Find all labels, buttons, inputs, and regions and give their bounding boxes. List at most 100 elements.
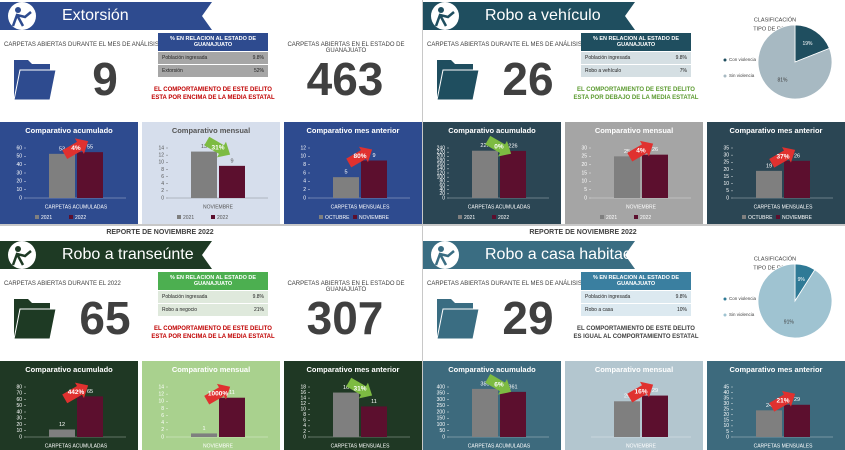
y-tick-label: 10 — [300, 154, 306, 160]
bar-value-label: 53 — [59, 146, 65, 152]
legend-swatch — [69, 215, 73, 219]
chart-title: Comparativo acumulado — [448, 365, 536, 374]
y-tick-label: 100 — [437, 422, 446, 428]
panel-graphics: REPORTE DE NOVIEMBRE 2022 Robo a casa hab… — [423, 229, 833, 340]
legend-label: NOVIEMBRE — [782, 215, 813, 221]
table-cell: Población ingresada — [162, 55, 208, 61]
bar — [642, 154, 668, 198]
bar-value-label: 13 — [201, 144, 207, 150]
header-icon-body — [434, 250, 455, 266]
bar — [219, 165, 245, 198]
bar — [361, 160, 387, 198]
table-row: Población ingresada 9.8% — [581, 51, 691, 64]
change-label: 442% — [68, 389, 85, 396]
y-tick-label: 0 — [442, 434, 445, 440]
percent-table: % EN RELACION AL ESTADO DE GUANAJUATO Pob… — [581, 33, 691, 77]
chart-title: Comparativo acumulado — [25, 365, 113, 374]
legend-label: Sin violencia — [729, 73, 755, 78]
header-banner — [0, 2, 212, 30]
x-tick-label: NOVIEMBRE — [203, 204, 234, 210]
y-tick-label: 16 — [300, 390, 306, 396]
y-tick-label: 0 — [161, 195, 164, 201]
chart-title: Comparativo mensual — [595, 126, 673, 135]
legend-label: 2021 — [41, 215, 52, 221]
table-row: Población ingresada 9.8% — [581, 290, 691, 303]
chart-background — [284, 122, 422, 224]
comment: EL COMPORTAMIENTO DE ESTE DELITO ESTA PO… — [151, 87, 275, 101]
legend-swatch — [723, 58, 727, 62]
chart: Comparativo acumulado0204060801001201401… — [423, 122, 561, 224]
y-tick-label: 14 — [158, 145, 164, 151]
change-arrow — [769, 147, 796, 168]
bar — [472, 388, 498, 437]
y-tick-label: 30 — [723, 152, 729, 158]
table-cell: Robo a negocio — [162, 307, 198, 313]
count-label: CARPETAS ABIERTAS DURANTE EL 2022 — [4, 281, 121, 287]
y-tick-label: 12 — [300, 145, 306, 151]
chart-title: Comparativo mensual — [595, 365, 673, 374]
change-arrow — [627, 140, 654, 162]
chart-title: Comparativo mes anterior — [307, 126, 400, 135]
chart: Comparativo mes anterior024681012141618C… — [284, 361, 422, 450]
legend-label: 2022 — [498, 215, 509, 221]
y-tick-label: 120 — [437, 170, 446, 176]
table-cell: Robo a vehículo — [585, 68, 622, 74]
bar-value-label: 26 — [794, 153, 800, 159]
folder-icon-front — [436, 308, 480, 340]
bar-value-label: 385 — [480, 381, 489, 387]
y-tick-label: 5 — [726, 188, 729, 194]
y-tick-label: 8 — [161, 406, 164, 412]
pie-slice — [757, 24, 833, 100]
bar-value-label: 25 — [624, 149, 630, 155]
change-label: 31% — [353, 385, 366, 392]
y-tick-label: 10 — [300, 407, 306, 413]
legend-swatch — [723, 297, 727, 301]
y-tick-label: 5 — [584, 187, 587, 193]
change-label: 0% — [494, 143, 504, 150]
chart-title: Comparativo mes anterior — [730, 126, 823, 135]
y-tick-label: 0 — [303, 434, 306, 440]
y-tick-label: 5 — [726, 429, 729, 435]
table-cell: 21% — [253, 307, 264, 313]
x-tick-label: CARPETAS ACUMULADAS — [468, 443, 531, 449]
x-tick-label: NOVIEMBRE — [203, 443, 234, 449]
bar — [333, 177, 359, 198]
legend-swatch — [492, 215, 496, 219]
change-label: 4% — [71, 145, 81, 152]
header-banner — [0, 241, 212, 269]
y-tick-label: 140 — [437, 166, 446, 172]
y-tick-label: 300 — [437, 397, 446, 403]
count-label: CARPETAS ABIERTAS DURANTE EL MES DE ANÁL… — [4, 42, 159, 48]
change-arrow — [204, 383, 231, 405]
bar-value-label: 24 — [766, 403, 772, 409]
x-tick-label: NOVIEMBRE — [626, 443, 657, 449]
y-tick-label: 8 — [161, 167, 164, 173]
legend-label: Sin violencia — [729, 312, 755, 317]
table-cell: Extorsión — [162, 68, 183, 74]
count-value: 26 — [502, 53, 554, 105]
y-tick-label: 180 — [437, 158, 446, 164]
state-label: CARPETAS ABIERTAS EN EL ESTADO DE GUANAJ… — [287, 42, 405, 54]
panel-title: Robo a vehículo — [485, 7, 601, 24]
comment: EL COMPORTAMIENTO DE ESTE DELITO ESTA PO… — [573, 87, 699, 101]
y-tick-label: 40 — [723, 390, 729, 396]
table-cell: 9.8% — [252, 55, 264, 61]
bar — [361, 406, 387, 437]
percent-table: % EN RELACION AL ESTADO DE GUANAJUATO Pob… — [158, 33, 268, 77]
comment: EL COMPORTAMIENTO DE ESTE DELITO ES IGUA… — [573, 326, 699, 340]
bar — [219, 397, 245, 437]
crime-panel: REPORTE DE NOVIEMBRE 2022 Robo a transeún… — [0, 226, 422, 450]
y-tick-label: 8 — [303, 162, 306, 168]
bar-value-label: 26 — [652, 147, 658, 153]
count-value: 65 — [79, 292, 131, 344]
table-cell: Robo a casa — [585, 307, 614, 313]
change-label: 37% — [776, 154, 789, 161]
bar-value-label: 65 — [87, 389, 93, 395]
y-tick-label: 10 — [16, 428, 22, 434]
table-header: % EN RELACION AL ESTADO DE GUANAJUATO — [158, 272, 268, 290]
table-cell: Población ingresada — [585, 55, 631, 61]
chart-title: Comparativo mes anterior — [730, 365, 823, 374]
y-tick-label: 0 — [726, 195, 729, 201]
legend-label: 2022 — [640, 215, 651, 221]
